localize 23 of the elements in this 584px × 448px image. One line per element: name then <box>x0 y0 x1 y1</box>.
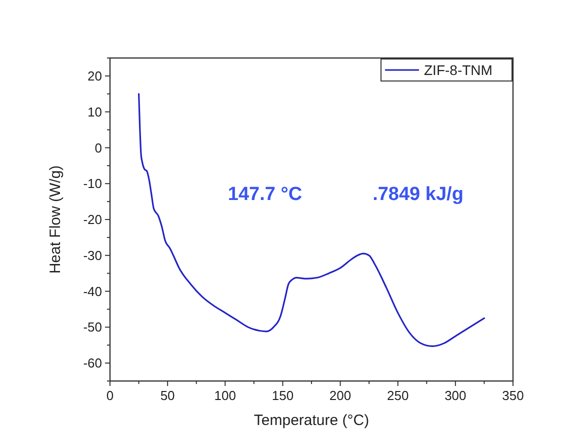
y-axis-title: Heat Flow (W/g) <box>47 165 64 274</box>
annotation: .7849 kJ/g <box>372 184 464 205</box>
y-tick-label: -30 <box>83 248 102 263</box>
x-tick-label: 300 <box>444 388 466 403</box>
y-tick-label: -40 <box>83 284 102 299</box>
annotation: 147.7 °C <box>228 184 302 205</box>
y-tick-label: -10 <box>83 176 102 192</box>
x-tick-label: 100 <box>214 388 236 403</box>
line-series <box>138 93 486 347</box>
x-tick-label: 0 <box>106 388 114 403</box>
x-tick-label: 50 <box>160 388 175 403</box>
y-tick-label: -50 <box>83 320 102 335</box>
y-tick-label: 10 <box>88 104 102 120</box>
y-tick-label: -20 <box>83 212 102 228</box>
x-tick-label: 200 <box>329 388 352 403</box>
x-tick-label: 350 <box>502 388 524 403</box>
legend-label: ZIF-8-TNM <box>424 62 492 78</box>
y-tick-label: 0 <box>94 140 102 156</box>
y-tick-label: -60 <box>83 356 102 371</box>
x-axis-title: Temperature (°C) <box>254 412 370 429</box>
y-tick-label: 20 <box>88 68 102 84</box>
x-tick-label: 150 <box>272 388 294 403</box>
x-tick-label: 250 <box>387 388 409 403</box>
